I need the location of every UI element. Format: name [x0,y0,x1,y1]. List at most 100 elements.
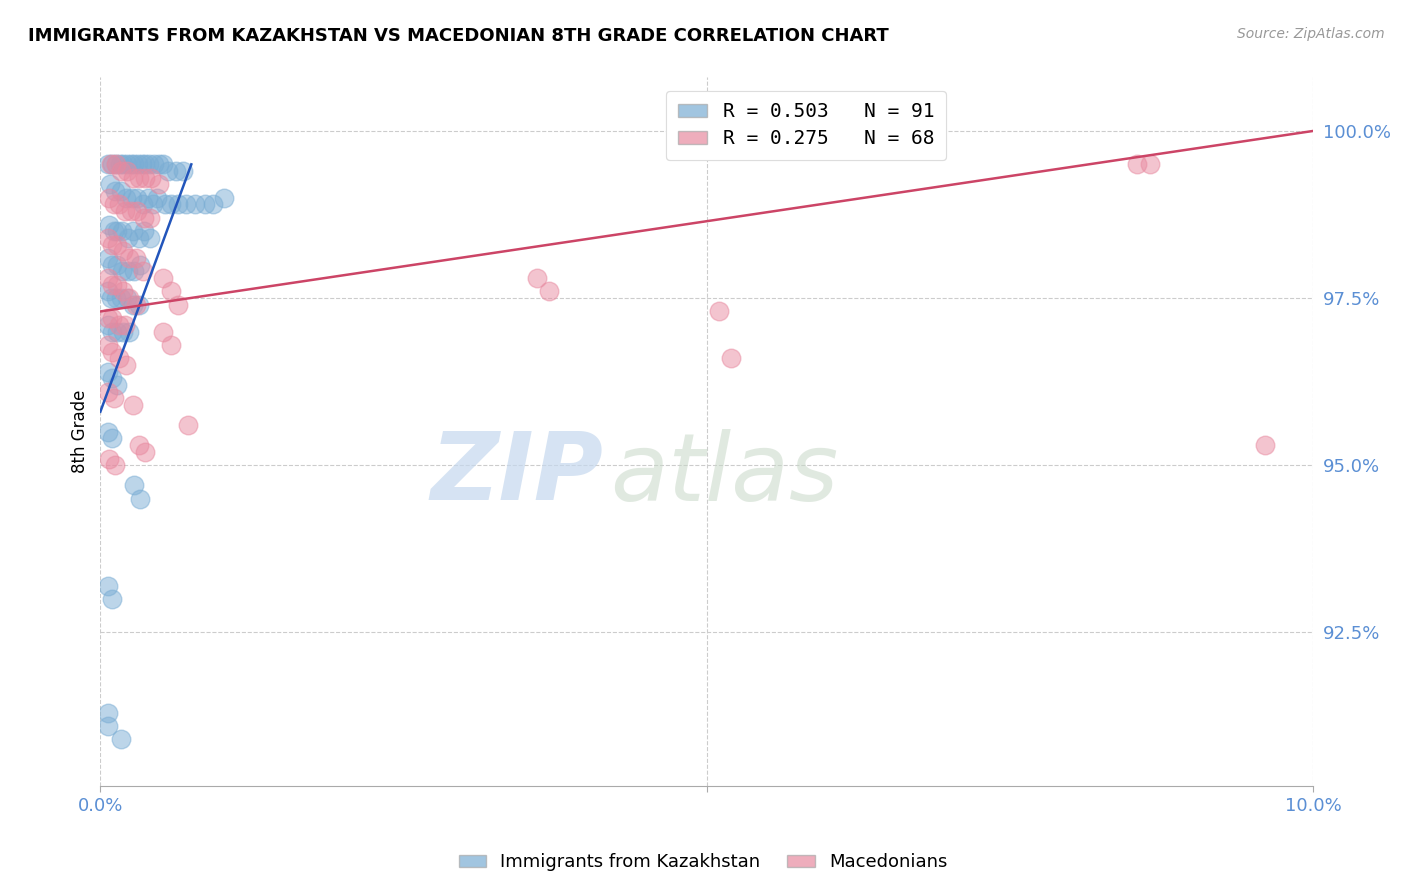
Point [538,285,561,299]
Point [118,325,141,339]
Point [526,271,548,285]
Point [114,318,136,332]
Point [97,271,120,285]
Point [118,251,141,265]
Point [115,164,138,178]
Point [105,157,128,171]
Point [105,378,128,392]
Point [97,285,120,299]
Point [122,170,145,185]
Legend: Immigrants from Kazakhstan, Macedonians: Immigrants from Kazakhstan, Macedonians [451,847,955,879]
Point [104,184,127,198]
Point [108,157,131,171]
Point [131,157,153,171]
Point [97,311,120,326]
Point [100,291,122,305]
Point [132,197,155,211]
Point [97,365,120,379]
Point [184,197,207,211]
Point [105,277,128,292]
Point [127,157,149,171]
Point [167,197,190,211]
Point [111,224,134,238]
Point [720,351,742,366]
Point [120,157,142,171]
Point [97,451,120,466]
Point [111,264,134,278]
Text: atlas: atlas [610,429,838,520]
Point [212,191,235,205]
Point [105,157,128,171]
Point [139,211,162,225]
Point [104,458,127,473]
Point [107,351,129,366]
Point [101,157,124,171]
Point [128,438,150,452]
Point [194,197,217,211]
Point [97,157,120,171]
Point [112,285,135,299]
Point [124,251,146,265]
Point [115,291,138,305]
Point [129,491,152,506]
Point [707,304,730,318]
Text: ZIP: ZIP [430,428,603,520]
Point [134,157,156,171]
Point [157,164,180,178]
Point [165,164,187,178]
Point [128,231,150,245]
Legend: R = 0.503   N = 91, R = 0.275   N = 68: R = 0.503 N = 91, R = 0.275 N = 68 [666,91,946,160]
Point [1139,157,1161,171]
Text: IMMIGRANTS FROM KAZAKHSTAN VS MACEDONIAN 8TH GRADE CORRELATION CHART: IMMIGRANTS FROM KAZAKHSTAN VS MACEDONIAN… [28,27,889,45]
Point [125,191,148,205]
Point [114,358,136,372]
Point [141,197,163,211]
Point [97,719,120,733]
Point [100,157,122,171]
Point [136,191,159,205]
Point [103,392,125,406]
Point [101,344,124,359]
Point [97,191,120,205]
Point [124,298,146,312]
Point [97,706,120,720]
Text: Source: ZipAtlas.com: Source: ZipAtlas.com [1237,27,1385,41]
Point [110,291,132,305]
Point [128,298,150,312]
Point [122,224,145,238]
Point [172,164,194,178]
Y-axis label: 8th Grade: 8th Grade [72,390,89,474]
Point [114,191,136,205]
Point [107,197,129,211]
Point [142,157,165,171]
Point [101,325,124,339]
Point [176,418,198,433]
Point [153,197,176,211]
Point [124,157,146,171]
Point [134,170,156,185]
Point [152,325,174,339]
Point [124,264,146,278]
Point [152,271,174,285]
Point [112,244,135,259]
Point [139,231,162,245]
Point [101,311,124,326]
Point [125,204,148,219]
Point [1126,157,1149,171]
Point [122,298,145,312]
Point [101,432,124,446]
Point [97,251,120,265]
Point [138,157,160,171]
Point [122,398,145,412]
Point [118,291,141,305]
Point [101,591,124,606]
Point [120,204,142,219]
Point [124,478,146,492]
Point [117,264,139,278]
Point [101,258,124,272]
Point [97,425,120,439]
Point [97,338,120,352]
Point [105,291,128,305]
Point [115,157,138,171]
Point [148,157,170,171]
